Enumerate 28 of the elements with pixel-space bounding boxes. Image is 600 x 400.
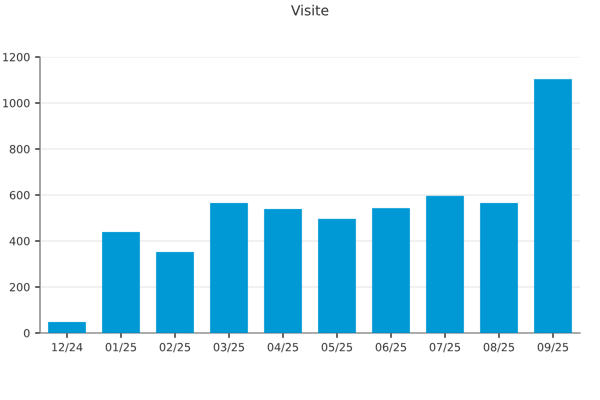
y-tick-label: 0 <box>24 328 30 338</box>
bar <box>102 232 140 333</box>
y-tick-label: 800 <box>10 144 30 154</box>
bar <box>48 322 86 333</box>
y-tick-label: 1000 <box>3 98 30 108</box>
y-tick-label: 200 <box>10 282 30 292</box>
x-tick-label: 04/25 <box>268 342 298 352</box>
x-tick-label: 07/25 <box>430 342 460 352</box>
bar <box>264 209 302 333</box>
bar <box>480 203 518 333</box>
y-tick-label: 600 <box>10 190 30 200</box>
bar <box>210 203 248 333</box>
x-tick-label: 08/25 <box>484 342 514 352</box>
x-tick-label: 05/25 <box>322 342 352 352</box>
y-tick-label: 400 <box>10 236 30 246</box>
x-tick-label: 02/25 <box>160 342 190 352</box>
y-tick-label: 1200 <box>3 52 30 62</box>
bar <box>156 252 194 333</box>
x-tick-label: 03/25 <box>214 342 244 352</box>
bar <box>318 218 356 333</box>
x-tick-label: 06/25 <box>376 342 406 352</box>
chart-title: Visite <box>291 4 328 16</box>
x-tick-label: 01/25 <box>106 342 136 352</box>
x-tick-label: 12/24 <box>52 342 82 352</box>
bar <box>372 208 410 333</box>
x-tick-label: 09/25 <box>538 342 568 352</box>
bar <box>534 79 572 333</box>
bar <box>426 196 464 333</box>
